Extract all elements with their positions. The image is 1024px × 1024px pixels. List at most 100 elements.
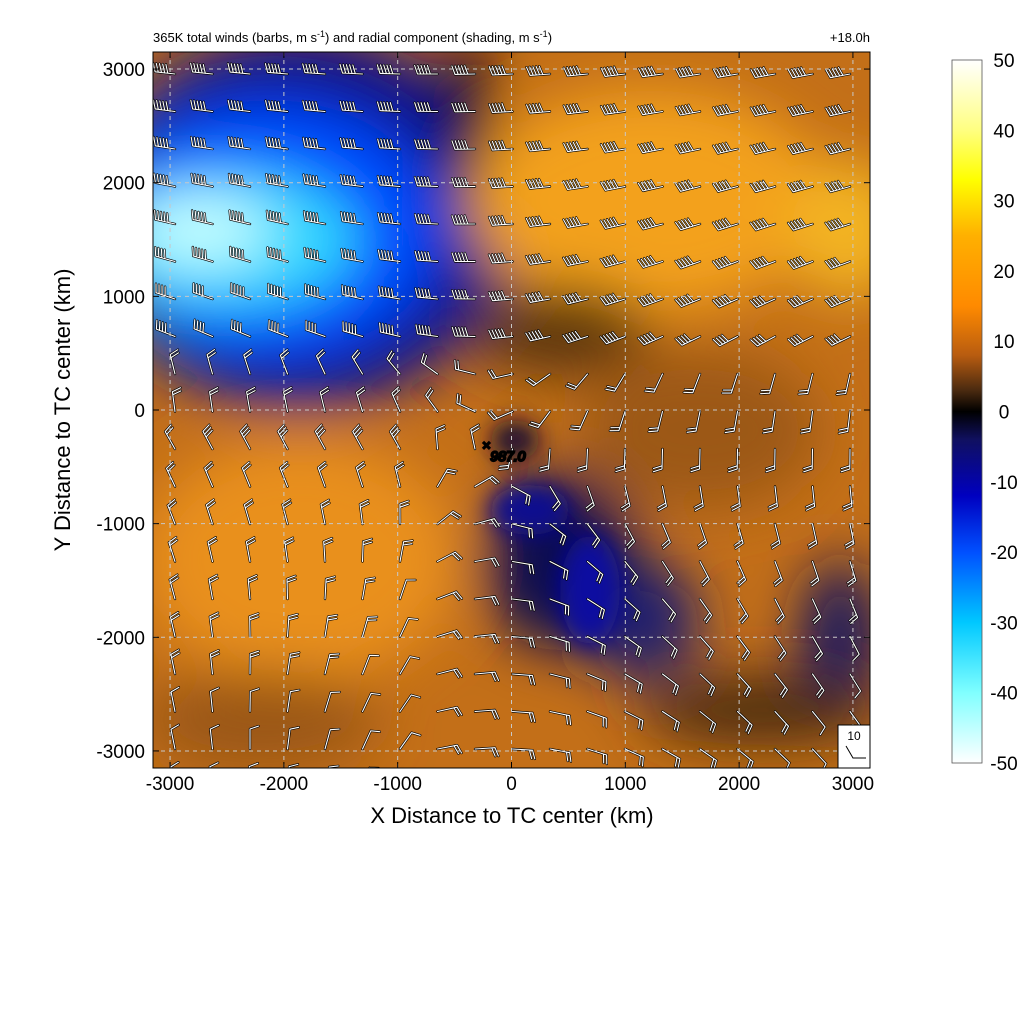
wind-barb	[624, 598, 641, 622]
wind-barb	[399, 617, 419, 638]
wind-barb	[549, 748, 572, 763]
wind-barb	[563, 141, 589, 153]
wind-barb	[169, 349, 180, 375]
wind-barb	[774, 710, 790, 735]
wind-barb	[192, 246, 214, 263]
wind-barb	[228, 173, 251, 188]
wind-barb	[230, 319, 251, 338]
wind-barb	[153, 99, 176, 113]
wind-barb	[699, 710, 717, 733]
wind-barb	[657, 485, 667, 512]
wind-barb	[209, 612, 219, 638]
colorbar-tick-label: -30	[990, 613, 1017, 634]
y-tick-label: 2000	[103, 174, 145, 195]
wind-barb	[637, 179, 664, 192]
wind-barb	[675, 142, 701, 154]
wind-barb	[436, 706, 463, 717]
wind-barbs	[153, 61, 864, 808]
x-tick-label: -2000	[260, 774, 309, 795]
wind-barb	[549, 598, 570, 616]
wind-barb	[787, 142, 814, 155]
reference-barb-key: 10	[837, 724, 871, 769]
wind-barb	[511, 598, 535, 611]
wind-barb	[169, 574, 179, 600]
wind-barb	[750, 218, 776, 231]
wind-barb	[245, 536, 256, 563]
wind-barb	[340, 211, 364, 225]
wind-barb	[170, 761, 179, 768]
wind-barb	[265, 136, 289, 150]
wind-barb	[637, 217, 664, 230]
wind-barb	[154, 246, 176, 263]
wind-barb	[798, 373, 814, 395]
wind-barb	[586, 673, 607, 692]
wind-barb	[549, 485, 561, 512]
wind-barb	[712, 104, 739, 116]
wind-barb	[153, 136, 176, 150]
wind-barb	[762, 410, 776, 434]
wind-barb	[303, 174, 326, 188]
wind-barb	[170, 686, 180, 713]
wind-barb	[697, 523, 708, 549]
wind-barb	[399, 500, 409, 525]
wind-barb	[171, 387, 182, 413]
wind-barb	[155, 283, 176, 300]
wind-barb	[324, 691, 341, 713]
wind-barb	[600, 66, 626, 77]
wind-barb	[399, 694, 421, 713]
reference-barb-label: 10	[847, 729, 861, 743]
wind-barb	[810, 560, 820, 587]
wind-barb	[204, 461, 214, 488]
wind-barb	[264, 63, 289, 75]
wind-barb	[712, 180, 739, 193]
wind-barb	[436, 744, 463, 755]
wind-barb	[565, 373, 589, 390]
wind-barb	[775, 787, 790, 808]
wind-barb	[750, 180, 776, 193]
colorbar-tick-label: 50	[993, 51, 1014, 72]
wind-barb	[637, 104, 664, 116]
wind-barb	[154, 209, 176, 225]
wind-barb	[661, 523, 671, 549]
wind-barb	[379, 322, 401, 338]
wind-barb	[750, 334, 776, 347]
wind-barb	[361, 616, 378, 638]
wind-barb	[208, 574, 219, 600]
wind-barb	[170, 649, 180, 675]
wind-barb	[488, 328, 514, 340]
wind-barb	[511, 710, 536, 723]
wind-barb	[750, 142, 776, 155]
wind-barb	[414, 176, 439, 188]
wind-barb	[414, 213, 439, 225]
wind-barb	[351, 349, 364, 375]
wind-barb	[230, 282, 251, 300]
wind-barb	[525, 253, 551, 265]
wind-barb	[675, 256, 701, 269]
wind-barb	[699, 598, 713, 624]
wind-barb	[266, 210, 289, 225]
wind-barb	[605, 373, 626, 392]
wind-barb-outline	[438, 783, 462, 792]
wind-barb	[228, 136, 251, 150]
wind-barb	[359, 499, 370, 525]
wind-barb	[319, 386, 330, 413]
wind-barb	[193, 319, 214, 338]
wind-barb	[302, 137, 326, 150]
wind-barb	[436, 551, 463, 563]
wind-barb	[377, 138, 401, 150]
wind-barb	[768, 485, 778, 511]
wind-barb	[724, 410, 739, 434]
wind-barb	[661, 560, 674, 586]
wind-barb	[825, 180, 851, 193]
wind-barb	[377, 212, 401, 225]
wind-barb	[652, 448, 664, 473]
wind-barb	[787, 218, 814, 231]
wind-barb	[712, 66, 739, 78]
wind-barb	[800, 410, 814, 434]
wind-barb	[675, 218, 701, 231]
wind-barb	[811, 710, 826, 736]
wind-barb	[209, 649, 220, 675]
wind-barb	[314, 424, 326, 450]
wind-barb	[675, 180, 701, 192]
